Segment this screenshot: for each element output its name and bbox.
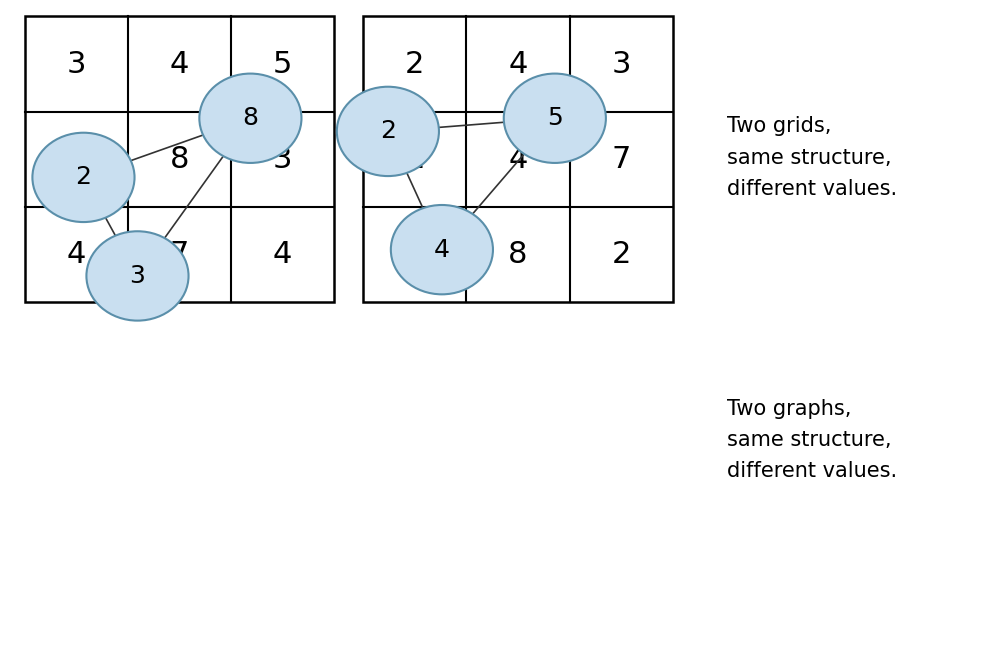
- Text: 5: 5: [547, 106, 563, 130]
- Text: 1: 1: [406, 145, 424, 174]
- Text: 4: 4: [170, 49, 189, 79]
- Text: 6: 6: [406, 240, 424, 269]
- Ellipse shape: [86, 231, 189, 321]
- Text: 8: 8: [243, 106, 258, 130]
- Ellipse shape: [199, 74, 301, 163]
- Text: 7: 7: [612, 145, 630, 174]
- Ellipse shape: [337, 87, 439, 176]
- Text: 5: 5: [273, 49, 292, 79]
- Text: Two graphs,
same structure,
different values.: Two graphs, same structure, different va…: [727, 399, 897, 482]
- Text: 4: 4: [434, 238, 450, 261]
- Text: 2: 2: [76, 166, 91, 189]
- Text: 8: 8: [509, 240, 527, 269]
- Text: 4: 4: [509, 49, 527, 79]
- Text: 3: 3: [612, 49, 630, 79]
- Ellipse shape: [504, 74, 606, 163]
- Text: 4: 4: [67, 240, 85, 269]
- Text: 6: 6: [67, 145, 85, 174]
- Text: 4: 4: [509, 145, 527, 174]
- Bar: [363, 16, 673, 302]
- Text: 2: 2: [406, 49, 424, 79]
- Text: Two grids,
same structure,
different values.: Two grids, same structure, different val…: [727, 116, 897, 199]
- Text: 7: 7: [170, 240, 189, 269]
- Ellipse shape: [391, 205, 493, 294]
- Text: 2: 2: [380, 120, 396, 143]
- Text: 4: 4: [273, 240, 292, 269]
- Text: 2: 2: [612, 240, 630, 269]
- Bar: [25, 16, 334, 302]
- Text: 8: 8: [170, 145, 189, 174]
- Text: 3: 3: [67, 49, 85, 79]
- Text: 3: 3: [130, 264, 145, 288]
- Text: 3: 3: [273, 145, 292, 174]
- Ellipse shape: [32, 133, 135, 222]
